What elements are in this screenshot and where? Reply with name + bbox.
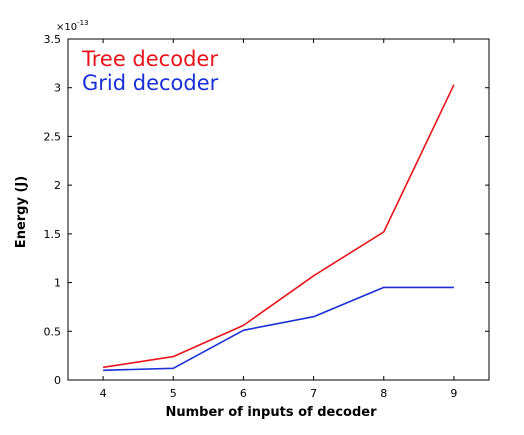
x-axis-ticks: 4 5 6 7 8 9 bbox=[100, 39, 457, 400]
series-lines bbox=[102, 84, 455, 372]
y-tick-label: 3 bbox=[54, 82, 61, 95]
y-tick-label: 2.5 bbox=[44, 130, 62, 143]
series-line-grid-decoder bbox=[103, 286, 454, 372]
x-tick-label: 4 bbox=[100, 387, 107, 400]
legend-grid-decoder: Grid decoder bbox=[82, 71, 219, 95]
y-tick-label: 1.5 bbox=[44, 228, 62, 241]
x-axis-label: Number of inputs of decoder bbox=[165, 405, 377, 420]
y-tick-label: 3.5 bbox=[44, 33, 62, 46]
y-tick-label: 1 bbox=[54, 277, 61, 290]
x-tick-label: 8 bbox=[380, 387, 387, 400]
y-tick-label: 2 bbox=[54, 179, 61, 192]
y-axis-ticks: 0 0.5 1 1.5 2 2.5 3 3.5 bbox=[44, 33, 489, 387]
x-tick-label: 9 bbox=[450, 387, 457, 400]
y-tick-label: 0.5 bbox=[44, 325, 62, 338]
x-tick-label: 7 bbox=[310, 387, 317, 400]
y-tick-label: 0 bbox=[54, 374, 61, 387]
x-tick-label: 6 bbox=[240, 387, 247, 400]
series-line-tree-decoder bbox=[102, 84, 455, 369]
legend-tree-decoder: Tree decoder bbox=[81, 47, 218, 71]
y-scale-factor: ×10-13 bbox=[56, 19, 89, 33]
x-tick-label: 5 bbox=[170, 387, 177, 400]
y-axis-label: Energy (J) bbox=[14, 176, 29, 248]
